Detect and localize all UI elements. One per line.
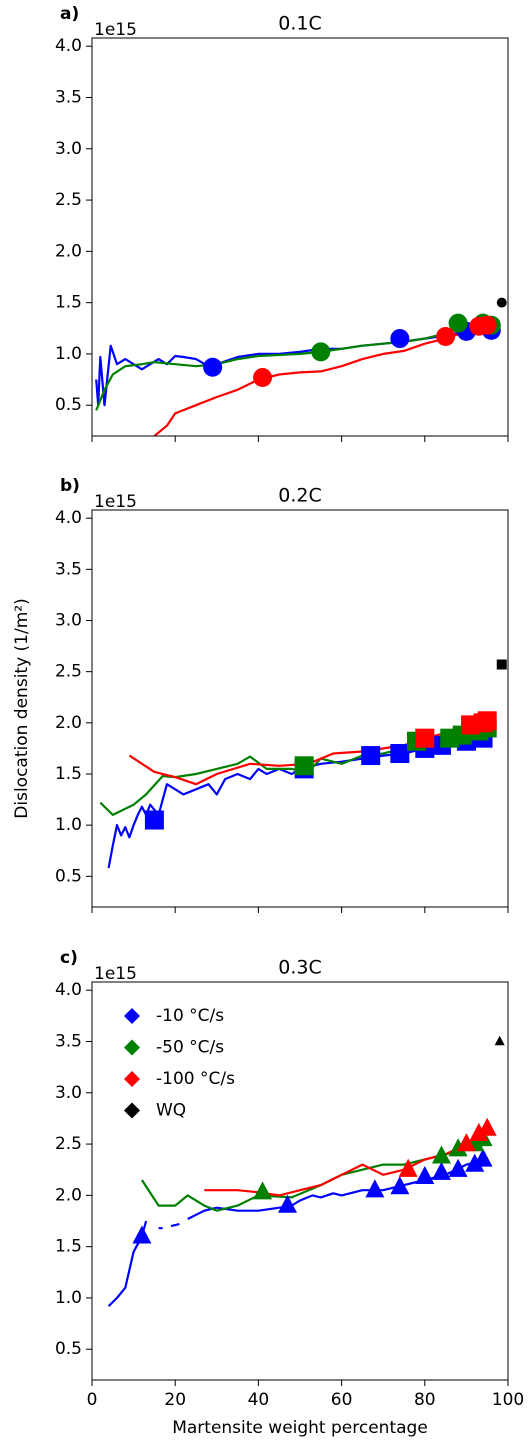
marker — [124, 1071, 140, 1087]
y-tick-label: 2.5 — [55, 1134, 82, 1154]
marker — [390, 744, 410, 764]
y-tick-label: 4.0 — [55, 36, 82, 56]
y-tick-label: 3.5 — [55, 559, 82, 579]
legend-label: -10 °C/s — [156, 1006, 224, 1026]
marker — [390, 1176, 410, 1195]
y-tick-label: 2.5 — [55, 190, 82, 210]
marker — [311, 342, 331, 362]
marker — [124, 1039, 140, 1056]
panel-label: c) — [60, 948, 78, 968]
marker — [448, 1158, 468, 1177]
y-tick-label: 1.5 — [55, 293, 82, 313]
marker — [144, 810, 164, 830]
marker — [124, 1008, 140, 1024]
y-tick-label: 0.5 — [55, 866, 82, 886]
marker — [278, 1194, 298, 1213]
marker — [477, 1117, 497, 1136]
data-line — [128, 721, 488, 786]
axes-frame — [91, 509, 509, 908]
marker — [253, 1181, 273, 1200]
marker — [203, 357, 223, 377]
marker — [473, 1148, 493, 1167]
y-tick-label: 0.5 — [55, 1339, 82, 1359]
marker — [132, 1225, 152, 1244]
marker — [365, 1179, 385, 1198]
x-tick-label: 80 — [414, 1390, 436, 1410]
marker — [415, 1165, 435, 1185]
y-tick-label: 4.0 — [55, 980, 82, 1000]
y-tick-label: 0.5 — [55, 395, 82, 415]
panel-label: b) — [60, 476, 80, 496]
data-line — [204, 1132, 488, 1197]
marker — [494, 1035, 505, 1046]
y-tick-label: 1.5 — [55, 1237, 82, 1257]
marker — [496, 659, 507, 670]
offset-label: 1e15 — [94, 492, 137, 512]
marker — [294, 756, 314, 776]
marker — [415, 728, 435, 748]
panel-title: 0.1C — [278, 13, 321, 35]
y-tick-label: 4.0 — [55, 508, 82, 528]
offset-label: 1e15 — [94, 20, 137, 40]
y-tick-label: 2.0 — [55, 1185, 82, 1205]
marker — [496, 297, 507, 308]
marker — [448, 313, 468, 333]
panel-label: a) — [60, 4, 79, 24]
legend-label: WQ — [156, 1101, 186, 1121]
marker — [465, 1153, 485, 1172]
plot-area — [99, 659, 507, 869]
x-tick-label: 60 — [331, 1390, 353, 1410]
y-tick-label: 2.0 — [55, 241, 82, 261]
marker — [398, 1158, 418, 1177]
y-tick-label: 2.0 — [55, 713, 82, 733]
x-axis-label: Martensite weight percentage — [172, 1418, 428, 1438]
marker — [253, 368, 273, 388]
plot-area — [95, 297, 507, 436]
offset-label: 1e15 — [94, 964, 137, 984]
marker — [477, 315, 497, 335]
marker — [431, 1161, 451, 1180]
y-tick-label: 1.0 — [55, 1288, 82, 1308]
marker — [124, 1102, 140, 1119]
x-tick-label: 0 — [87, 1390, 98, 1410]
panel-title: 0.2C — [278, 485, 321, 507]
marker — [436, 327, 456, 346]
y-tick-label: 2.5 — [55, 662, 82, 682]
data-line — [95, 322, 488, 411]
marker — [431, 1145, 451, 1164]
data-line — [107, 1158, 488, 1307]
y-tick-label: 1.0 — [55, 815, 82, 835]
axes-frame — [91, 981, 509, 1381]
panel-title: 0.3C — [278, 957, 321, 979]
y-tick-label: 1.5 — [55, 764, 82, 784]
y-tick-label: 3.5 — [55, 87, 82, 107]
axes-frame — [91, 37, 509, 437]
marker — [448, 1138, 468, 1157]
data-line — [95, 327, 496, 407]
y-tick-label: 3.0 — [55, 139, 82, 159]
marker — [361, 746, 381, 766]
y-tick-label: 3.5 — [55, 1031, 82, 1051]
y-tick-label: 1.0 — [55, 344, 82, 364]
x-tick-label: 100 — [492, 1390, 524, 1410]
y-axis-label: Dislocation density (1/m²) — [12, 598, 32, 818]
marker — [456, 1133, 476, 1152]
plot-area — [107, 1035, 505, 1307]
y-tick-label: 3.0 — [55, 1083, 82, 1103]
marker — [477, 711, 497, 731]
marker — [390, 329, 410, 349]
x-tick-label: 20 — [164, 1390, 186, 1410]
marker — [469, 1122, 489, 1141]
legend-label: -50 °C/s — [156, 1038, 224, 1058]
legend-label: -100 °C/s — [156, 1069, 235, 1089]
x-tick-label: 40 — [248, 1390, 270, 1410]
y-tick-label: 3.0 — [55, 611, 82, 631]
